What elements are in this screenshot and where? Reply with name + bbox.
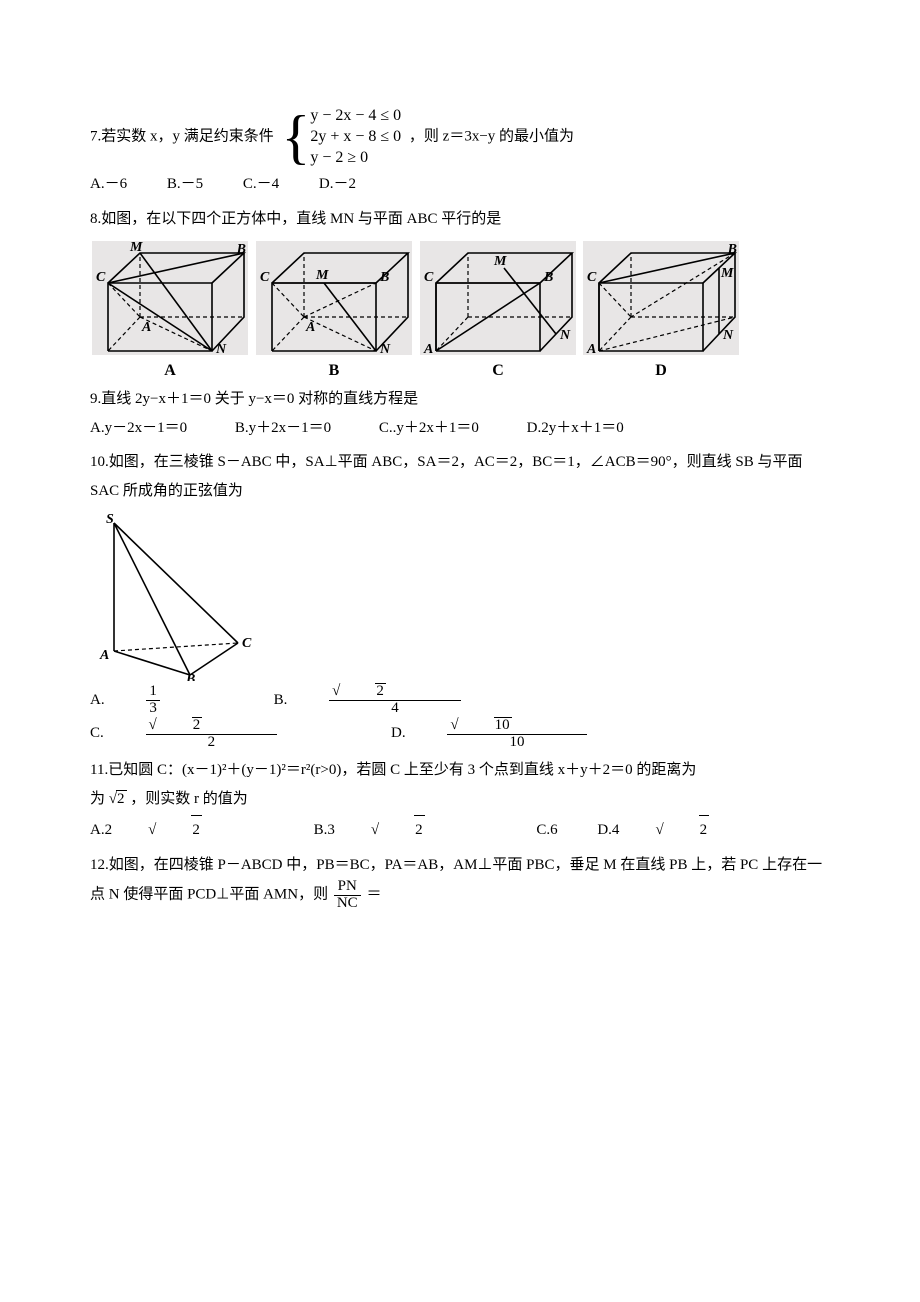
svg-text:B: B (727, 242, 737, 257)
svg-text:N: N (215, 342, 227, 357)
svg-text:M: M (315, 268, 329, 283)
q10-options: A. 13 B. √2 4 C. √2 2 D. √10 10 (90, 683, 830, 750)
fraction-pn-nc: PN NC (332, 879, 363, 912)
svg-text:A: A (305, 320, 315, 335)
svg-text:A: A (141, 320, 151, 335)
q12-stem-a: 12.如图，在四棱锥 P－ABCD 中，PB＝BC，PA＝AB，AM⊥平面 PB… (90, 857, 822, 903)
svg-text:S: S (106, 512, 114, 527)
q7-cond3: y − 2 ≥ 0 (310, 148, 401, 169)
q7-option-d: D.－2 (319, 170, 356, 199)
q9-options: A.y－2x－1＝0 B.y＋2x－1＝0 C..y＋2x＋1＝0 D.2y＋x… (90, 414, 830, 443)
cube-figure-b: C M B A N B (254, 239, 414, 379)
question-12: 12.如图，在四棱锥 P－ABCD 中，PB＝BC，PA＝AB，AM⊥平面 PB… (90, 851, 830, 912)
svg-text:N: N (379, 342, 391, 357)
svg-text:M: M (720, 266, 734, 281)
q10-option-a: A. 13 (90, 684, 234, 717)
q7-option-c: C.－4 (243, 170, 279, 199)
svg-text:B: B (543, 270, 553, 285)
svg-text:C: C (260, 270, 270, 285)
q7-options: A.－6 B.－5 C.－4 D.－2 (90, 170, 830, 199)
svg-text:C: C (242, 636, 252, 651)
q8-figures: M B C A N A C M B A N B (90, 239, 830, 379)
q9-option-c: C..y＋2x＋1＝0 (379, 414, 479, 443)
q11-option-c: C.6 (536, 816, 557, 845)
svg-text:B: B (379, 270, 389, 285)
question-11-line2: 为 √2 ，则实数 r 的值为 (90, 785, 830, 814)
q11-stem-a: 11.已知圆 C：(x－1)²＋(y－1)²＝r²(r>0)，若圆 C 上至少有… (90, 762, 696, 778)
q9-option-b: B.y＋2x－1＝0 (235, 414, 331, 443)
svg-text:A: A (99, 648, 109, 663)
svg-text:N: N (559, 328, 571, 343)
svg-text:C: C (96, 270, 106, 285)
cube-figure-a: M B C A N A (90, 239, 250, 379)
svg-text:A: A (423, 342, 433, 357)
q11-stem-a2: 为 (90, 791, 105, 807)
question-7: 7.若实数 x，y 满足约束条件 { y − 2x − 4 ≤ 0 2y + x… (90, 106, 830, 168)
svg-text:B: B (236, 242, 246, 257)
cube-figure-c: C M B A N C (418, 239, 578, 379)
sqrt-icon: √2 (109, 785, 127, 814)
left-brace-icon: { (282, 113, 311, 161)
q11-option-a: A.2√2 (90, 815, 274, 845)
q7-stem-a: 7.若实数 x，y 满足约束条件 (90, 129, 274, 145)
label-b: B (328, 362, 339, 379)
q10-option-d: D. √10 10 (391, 717, 661, 751)
svg-text:C: C (424, 270, 434, 285)
label-d: D (655, 362, 667, 379)
q7-cond1: y − 2x − 4 ≤ 0 (310, 106, 401, 127)
question-9-stem: 9.直线 2y−x＋1＝0 关于 y−x＝0 对称的直线方程是 (90, 385, 830, 414)
q10-option-b: B. √2 4 (274, 683, 535, 717)
svg-text:M: M (493, 254, 507, 269)
q7-stem-b: ，则 z＝3x−y 的最小值为 (409, 129, 574, 145)
svg-text:M: M (129, 240, 143, 255)
q11-option-b: B.3√2 (314, 815, 497, 845)
q9-option-d: D.2y＋x＋1＝0 (527, 414, 624, 443)
label-a: A (164, 362, 176, 379)
q10-figure: S A C B (90, 511, 830, 681)
tetrahedron-figure: S A C B (90, 511, 260, 681)
question-10-stem: 10.如图，在三棱锥 S－ABC 中，SA⊥平面 ABC，SA＝2，AC＝2，B… (90, 448, 830, 505)
q10-option-c: C. √2 2 (90, 717, 351, 751)
q9-option-a: A.y－2x－1＝0 (90, 414, 187, 443)
svg-text:N: N (722, 328, 734, 343)
svg-text:C: C (587, 270, 597, 285)
question-8-stem: 8.如图，在以下四个正方体中，直线 MN 与平面 ABC 平行的是 (90, 205, 830, 234)
q7-option-b: B.－5 (167, 170, 203, 199)
q7-cond2: 2y + x − 8 ≤ 0 (310, 127, 401, 148)
constraint-system: { y − 2x − 4 ≤ 0 2y + x − 8 ≤ 0 y − 2 ≥ … (282, 106, 402, 168)
q11-options: A.2√2 B.3√2 C.6 D.4√2 (90, 815, 830, 845)
svg-text:B: B (185, 672, 195, 681)
question-11: 11.已知圆 C：(x－1)²＋(y－1)²＝r²(r>0)，若圆 C 上至少有… (90, 756, 830, 785)
label-c: C (492, 362, 504, 379)
svg-text:A: A (586, 342, 596, 357)
cube-figure-d: C B M A N D (581, 239, 741, 379)
q11-option-d: D.4√2 (597, 815, 781, 845)
q12-stem-b: ＝ (366, 887, 381, 903)
q11-stem-b: ，则实数 r 的值为 (130, 791, 248, 807)
q7-option-a: A.－6 (90, 170, 127, 199)
